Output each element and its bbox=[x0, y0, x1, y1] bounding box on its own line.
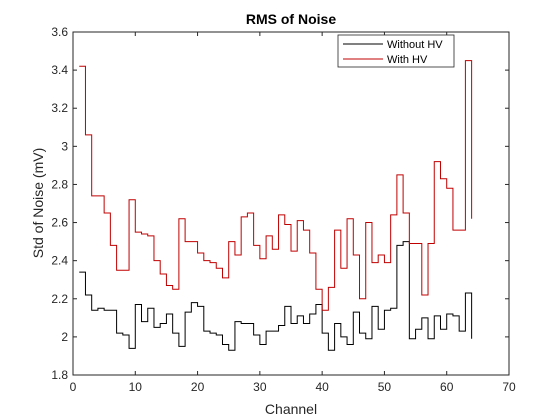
series-group bbox=[79, 60, 473, 351]
legend-label-without-hv: Without HV bbox=[387, 39, 443, 51]
legend-label-with-hv: With HV bbox=[387, 54, 428, 66]
y-tick-label: 2.2 bbox=[51, 292, 68, 306]
x-tick-label: 60 bbox=[440, 380, 454, 394]
x-tick-label: 40 bbox=[315, 380, 329, 394]
x-tick-label: 10 bbox=[129, 380, 143, 394]
y-tick-label: 2.6 bbox=[51, 216, 68, 230]
y-tick-label: 2.4 bbox=[51, 254, 68, 268]
y-tick-label: 3.4 bbox=[51, 63, 68, 77]
legend: Without HV With HV bbox=[337, 34, 455, 68]
series-line-with-hv bbox=[79, 60, 473, 311]
x-tick-label: 50 bbox=[378, 380, 392, 394]
y-tick-label: 3.6 bbox=[51, 25, 68, 39]
chart-title: RMS of Noise bbox=[246, 11, 336, 27]
y-tick-label: 2 bbox=[61, 330, 68, 344]
ticks: 0 10 20 30 40 50 60 70 1.8 2 2.2 2.4 2.6 2.8 3 3.2 3.4 3.… bbox=[51, 25, 516, 394]
series-line-without-hv bbox=[79, 241, 473, 351]
x-tick-label: 0 bbox=[70, 380, 77, 394]
y-axis-label: Std of Noise (mV) bbox=[30, 148, 46, 258]
x-tick-label: 30 bbox=[253, 380, 267, 394]
y-tick-label: 3 bbox=[61, 139, 68, 153]
x-tick-label: 70 bbox=[502, 380, 516, 394]
y-tick-label: 1.8 bbox=[51, 368, 68, 382]
y-tick-label: 3.2 bbox=[51, 101, 68, 115]
x-axis-label: Channel bbox=[265, 401, 317, 417]
legend-box bbox=[337, 34, 455, 68]
y-tick-label: 2.8 bbox=[51, 177, 68, 191]
x-tick-label: 20 bbox=[191, 380, 205, 394]
